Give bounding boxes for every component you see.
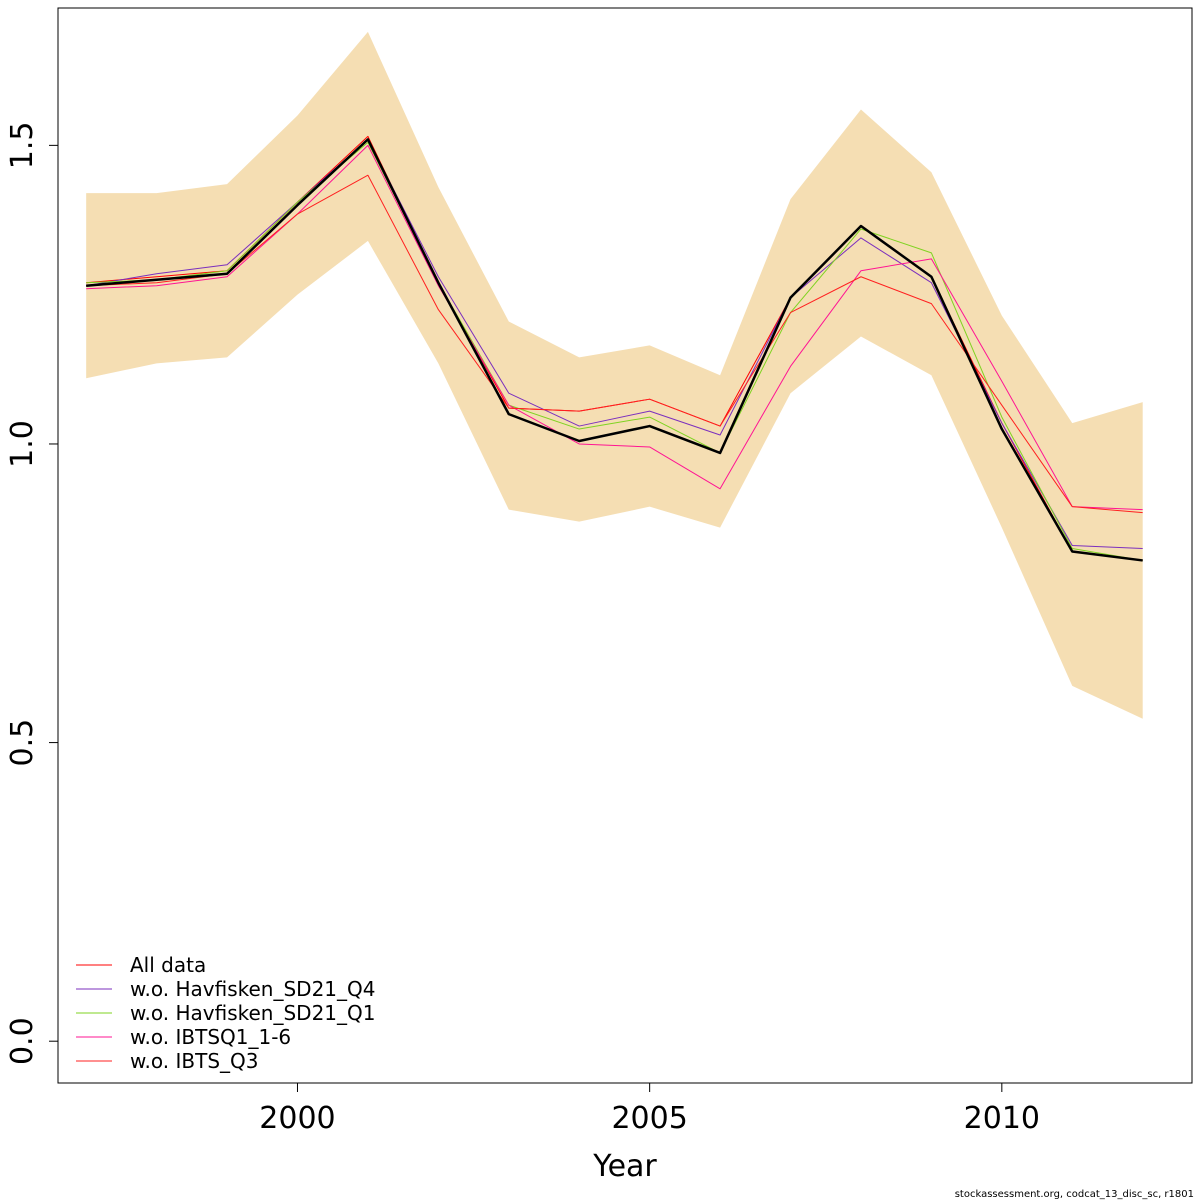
legend-label: w.o. Havfisken_SD21_Q4 xyxy=(130,977,376,1001)
series-layer xyxy=(86,135,1143,562)
legend-label: w.o. Havfisken_SD21_Q1 xyxy=(130,1001,376,1025)
x-tick-label: 2000 xyxy=(259,1101,335,1136)
legend-label: w.o. IBTSQ1_1-6 xyxy=(130,1025,291,1049)
plot-frame xyxy=(57,7,1193,1084)
series-line-4 xyxy=(86,144,1143,511)
y-tick-label: 0.5 xyxy=(5,719,40,767)
y-tick-label: 1.0 xyxy=(5,420,40,468)
x-tick-label: 2010 xyxy=(964,1101,1040,1136)
axes-layer: 2000 2005 2010 0.0 0.5 1.0 1.5 xyxy=(5,122,1040,1136)
legend-label: All data xyxy=(130,953,206,977)
confidence-band-layer xyxy=(86,31,1143,719)
legend-label: w.o. IBTS_Q3 xyxy=(130,1049,258,1073)
x-tick-label: 2005 xyxy=(611,1101,687,1136)
estimate-line xyxy=(86,138,1143,562)
y-tick-label: 0.0 xyxy=(5,1017,40,1065)
credit-text: stockassessment.org, codcat_13_disc_sc, … xyxy=(955,1189,1194,1200)
series-line-3 xyxy=(86,141,1143,561)
confidence-band xyxy=(86,31,1143,719)
x-axis-title: Year xyxy=(592,1149,657,1184)
y-tick-label: 1.5 xyxy=(5,122,40,170)
